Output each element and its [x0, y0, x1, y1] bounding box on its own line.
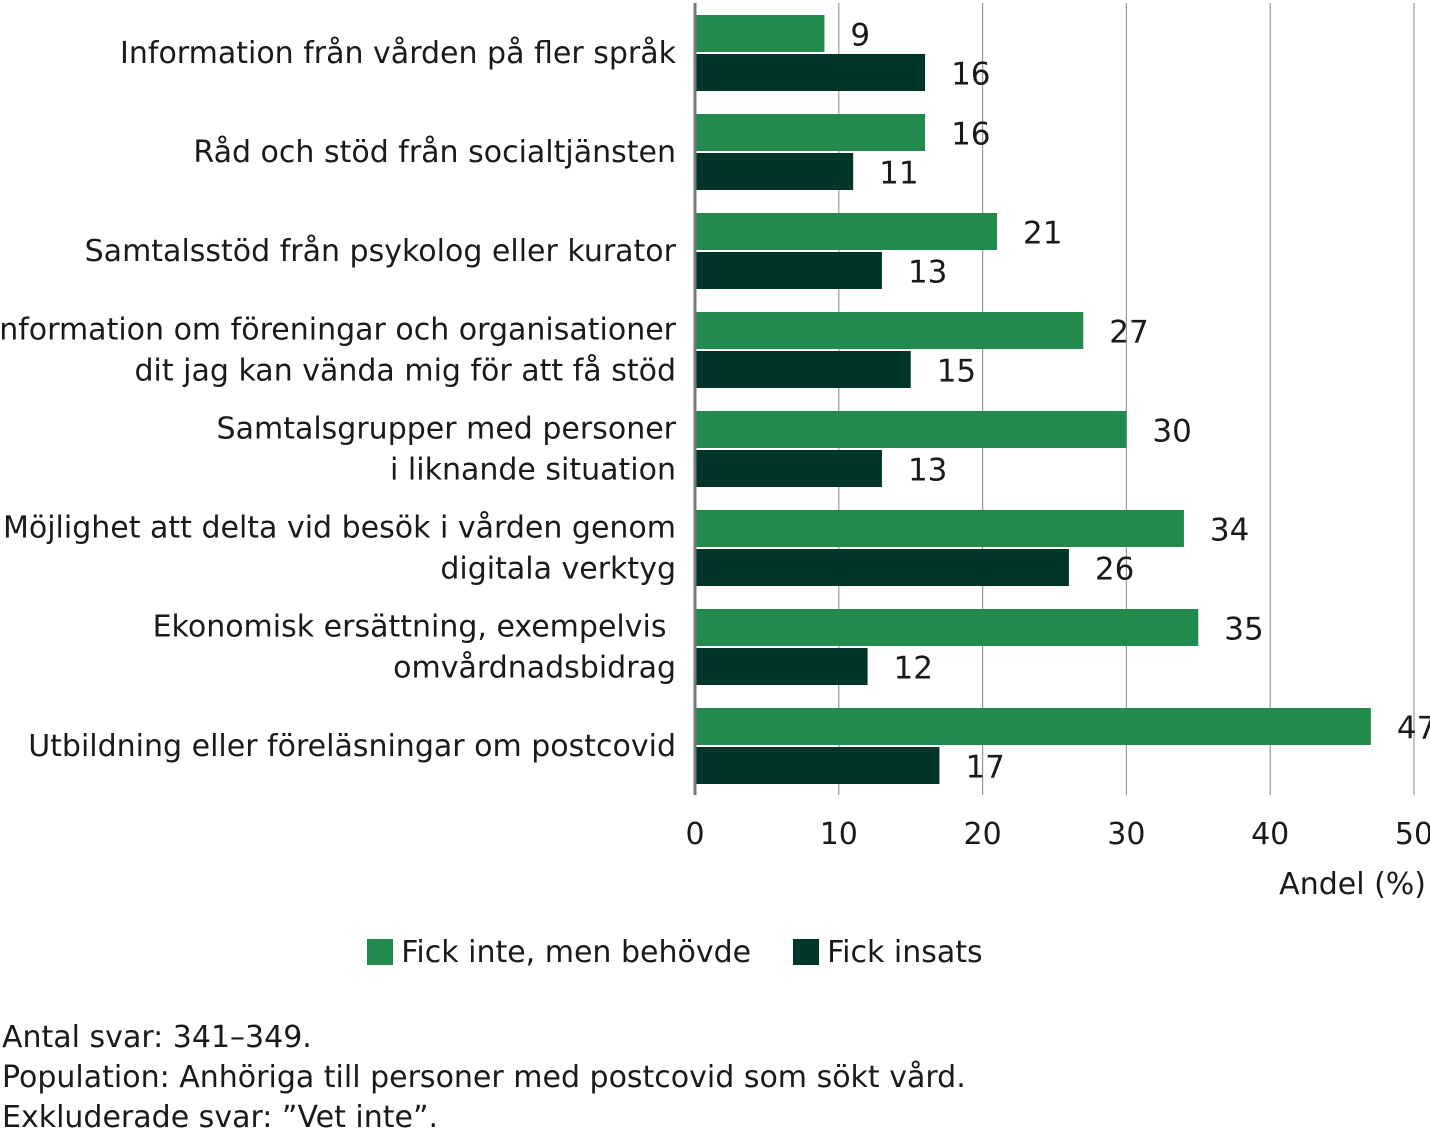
category-label-3: Samtalsstöd från psykolog eller kurator	[85, 234, 677, 269]
category-labels: Information från vården på fler språk Råd…	[0, 36, 677, 764]
x-tick-label-50: 50	[1395, 817, 1430, 852]
bar-fick-inte-7	[695, 609, 1199, 646]
value-label-fick-inte-3: 21	[1023, 216, 1062, 252]
note-antal-svar: Antal svar: 341–349.	[2, 1020, 312, 1055]
x-tick-label-0: 0	[685, 817, 704, 852]
bar-fick-insats-1	[695, 54, 926, 91]
value-label-fick-insats-3: 13	[908, 255, 947, 291]
bar-fick-insats-2	[695, 153, 854, 190]
legend-label-fick-inte: Fick inte, men behövde	[401, 934, 752, 970]
bar-fick-insats-5	[695, 450, 882, 487]
value-label-fick-inte-6: 34	[1210, 513, 1249, 549]
category-label-5: Samtalsgrupper med personer i liknande si…	[217, 412, 677, 488]
value-label-fick-insats-8: 17	[965, 750, 1004, 786]
note-exkluderade: Exkluderade svar: ”Vet inte”.	[2, 1100, 439, 1135]
value-label-fick-insats-2: 11	[879, 156, 918, 192]
legend-swatch-fick-insats	[793, 939, 820, 965]
legend-item-fick-inte: Fick inte, men behövde	[367, 935, 751, 970]
value-label-fick-insats-7: 12	[894, 651, 933, 687]
x-tick-labels: 0 10 20 30 40 50	[685, 817, 1430, 852]
legend: Fick inte, men behövde Fick insats	[0, 930, 1430, 974]
value-label-fick-inte-4: 27	[1109, 315, 1148, 351]
chart-notes: Antal svar: 341–349. Population: Anhörig…	[2, 1018, 966, 1138]
value-label-fick-inte-1: 9	[850, 18, 870, 54]
bar-fick-insats-4	[695, 351, 911, 388]
category-label-8: Utbildning eller föreläsningar om postco…	[28, 729, 676, 764]
note-population: Population: Anhöriga till personer med p…	[2, 1060, 966, 1095]
category-label-2: Råd och stöd från socialtjänsten	[193, 135, 676, 170]
value-label-fick-insats-4: 15	[937, 354, 976, 390]
bar-fick-inte-3	[695, 213, 997, 250]
value-label-fick-inte-8: 47	[1397, 711, 1430, 747]
bar-chart: Information från vården på fler språk Råd…	[0, 3, 1430, 902]
bar-fick-insats-7	[695, 648, 868, 685]
bar-fick-insats-3	[695, 252, 882, 289]
value-label-fick-inte-5: 30	[1152, 414, 1191, 450]
bar-fick-inte-6	[695, 510, 1184, 547]
x-tick-label-40: 40	[1251, 817, 1289, 852]
category-label-6: Möjlighet att delta vid besök i vården g…	[3, 511, 676, 587]
value-label-fick-insats-1: 16	[951, 57, 990, 93]
bar-fick-inte-5	[695, 411, 1127, 448]
bar-fick-insats-8	[695, 747, 940, 784]
value-labels: 9 16 16 11 21 13 27 15 30 13 34 26 35 12 47 17	[850, 18, 1430, 786]
bar-fick-inte-4	[695, 312, 1084, 349]
x-axis-title: Andel (%)	[1279, 867, 1426, 902]
bar-fick-insats-6	[695, 549, 1069, 586]
bar-fick-inte-2	[695, 114, 926, 151]
category-label-1: Information från vården på fler språk	[120, 36, 677, 71]
bars	[695, 15, 1371, 784]
category-label-4: Information om föreningar och organisati…	[0, 313, 677, 389]
value-label-fick-insats-5: 13	[908, 453, 947, 489]
bar-fick-inte-1	[695, 15, 825, 52]
category-label-7: Ekonomisk ersättning, exempelvis omvårdn…	[153, 610, 676, 686]
legend-label-fick-insats: Fick insats	[827, 934, 983, 970]
legend-item-fick-insats: Fick insats	[793, 935, 983, 970]
x-tick-label-30: 30	[1107, 817, 1145, 852]
legend-swatch-fick-inte	[367, 939, 394, 965]
value-label-fick-inte-2: 16	[951, 117, 990, 153]
x-tick-label-20: 20	[964, 817, 1002, 852]
value-label-fick-insats-6: 26	[1095, 552, 1134, 588]
x-tick-label-10: 10	[820, 817, 858, 852]
value-label-fick-inte-7: 35	[1224, 612, 1263, 648]
bar-fick-inte-8	[695, 708, 1371, 745]
